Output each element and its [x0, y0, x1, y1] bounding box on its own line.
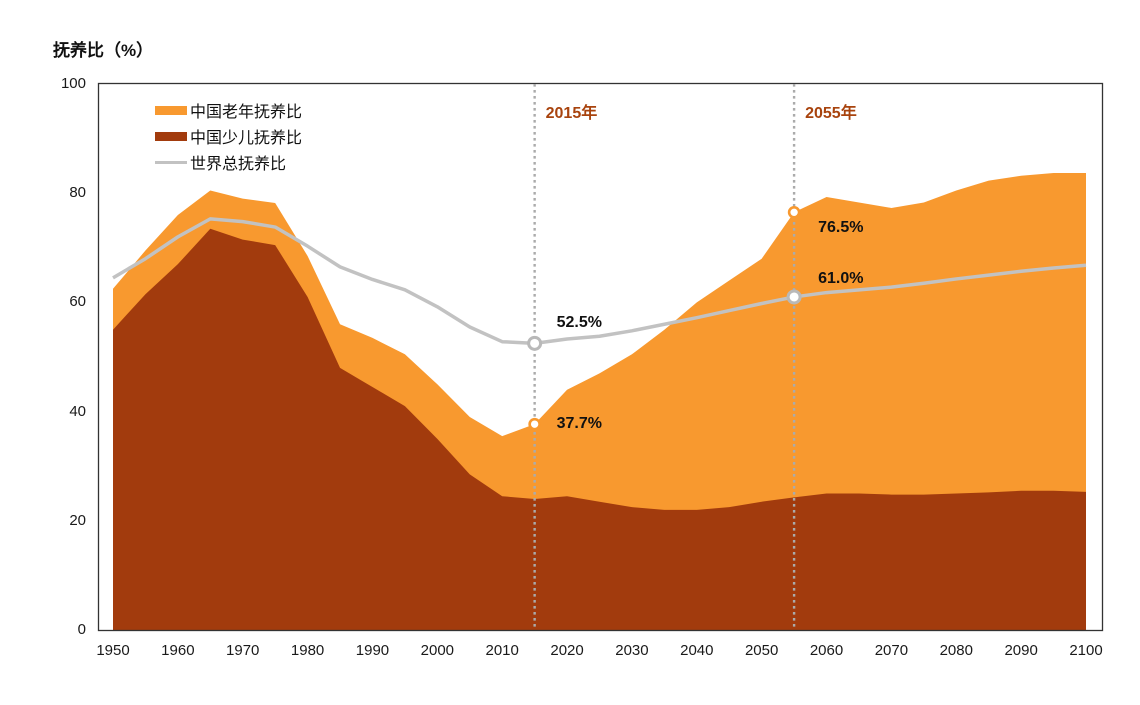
y-tick-60: 60	[69, 293, 86, 311]
marker-37.7%	[528, 417, 541, 431]
x-tick-1970: 1970	[226, 642, 260, 659]
area-china-child	[113, 228, 1086, 630]
line-world-total	[112, 217, 1087, 346]
legend-swatch-0	[155, 105, 187, 115]
x-tick-1980: 1980	[290, 642, 325, 659]
legend-label-2: 世界总抚养比	[190, 156, 287, 173]
x-tick-2070: 2070	[874, 642, 909, 659]
x-tick-2080: 2080	[939, 642, 973, 659]
chart-legend: 中国老年抚养比 中国少儿抚养比 世界总抚养比	[155, 97, 302, 175]
marker-76.5%	[787, 206, 801, 219]
chart-title: 抚养比（%）	[53, 41, 154, 60]
x-tick-2090: 2090	[1004, 642, 1038, 659]
legend-label-1: 中国少儿抚养比	[190, 130, 303, 147]
y-tick-0: 0	[77, 621, 86, 638]
y-tick-40: 40	[69, 402, 86, 420]
x-tick-1960: 1960	[161, 642, 195, 659]
x-tick-2060: 2060	[809, 642, 844, 659]
legend-item-0: 中国老年抚养比	[155, 97, 302, 123]
x-tick-2000: 2000	[420, 642, 455, 659]
y-tick-20: 20	[69, 511, 86, 529]
point-label-37.7%: 37.7%	[556, 415, 602, 433]
x-tick-2030: 2030	[615, 642, 649, 659]
x-tick-2010: 2010	[485, 642, 519, 659]
legend-item-1: 中国少儿抚养比	[155, 123, 302, 149]
point-label-52.5%: 52.5%	[556, 314, 602, 332]
plot-frame	[97, 82, 1104, 632]
marker-52.5%	[527, 335, 543, 351]
vline-label-2015: 2015年	[545, 105, 598, 122]
point-label-61.0%: 61.0%	[818, 269, 864, 287]
x-tick-2040: 2040	[680, 642, 714, 659]
legend-item-2: 世界总抚养比	[155, 149, 302, 175]
point-label-76.5%: 76.5%	[818, 219, 864, 237]
legend-swatch-1	[155, 131, 187, 141]
x-tick-2050: 2050	[744, 642, 779, 659]
y-tick-100: 100	[60, 75, 86, 92]
x-tick-1950: 1950	[96, 642, 130, 659]
legend-label-0: 中国老年抚养比	[190, 104, 303, 121]
y-tick-80: 80	[69, 184, 86, 202]
x-tick-2100: 2100	[1069, 642, 1103, 659]
x-tick-2020: 2020	[550, 642, 584, 659]
marker-61.0%	[786, 289, 802, 305]
vline-label-2055: 2055年	[805, 105, 857, 122]
x-tick-1990: 1990	[355, 642, 390, 659]
legend-swatch-2	[155, 160, 187, 164]
